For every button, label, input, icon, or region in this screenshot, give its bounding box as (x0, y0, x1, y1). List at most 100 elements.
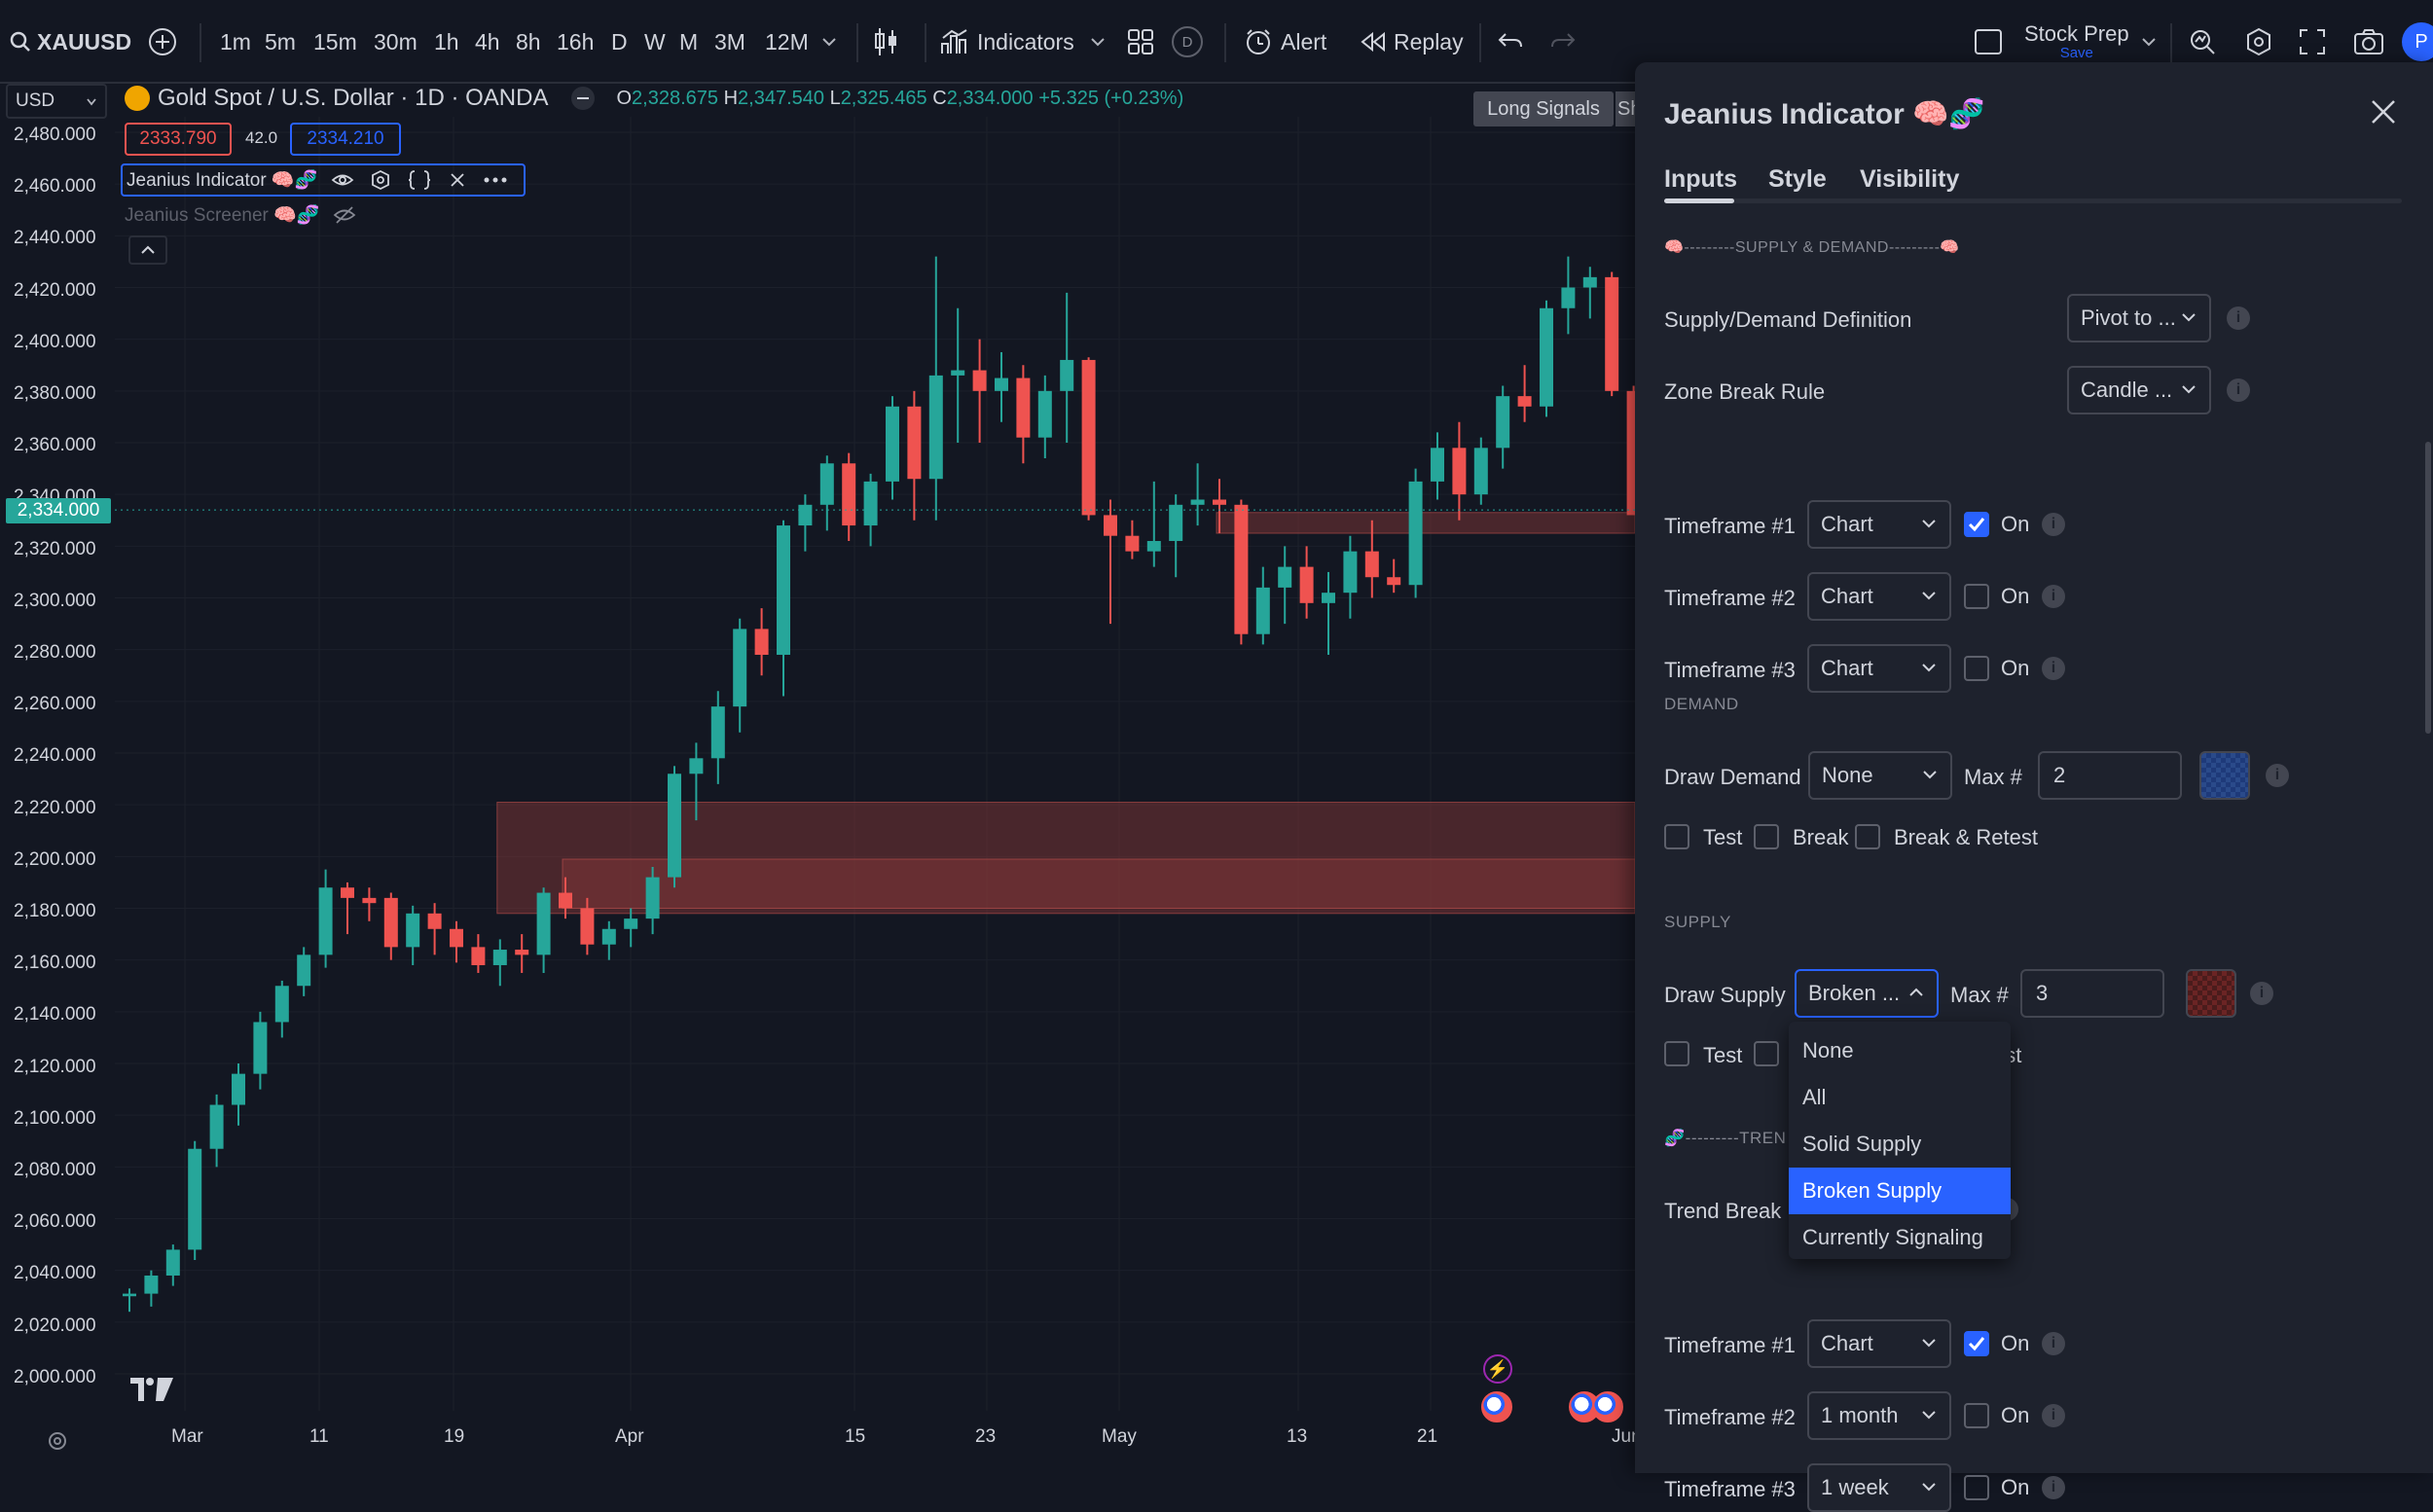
draw-demand-select[interactable]: None (1808, 751, 1952, 800)
sd-definition-select[interactable]: Pivot to ... (2067, 294, 2211, 342)
demand-break-checkbox[interactable] (1754, 824, 1779, 849)
layout-name-button[interactable]: Stock Prep Save (2024, 0, 2129, 84)
redo-button[interactable] (1549, 0, 1577, 84)
indicators-button[interactable]: Indicators (940, 0, 1074, 84)
timeframe-on-checkbox[interactable] (1964, 1331, 1989, 1356)
timeframe-on-checkbox[interactable] (1964, 656, 1989, 681)
tradingview-logo[interactable] (128, 1374, 175, 1412)
zone-break-select[interactable]: Candle ... (2067, 366, 2211, 414)
supply-zone[interactable] (496, 802, 1635, 915)
info-icon[interactable]: i (2042, 1476, 2065, 1499)
gear-icon[interactable] (370, 169, 391, 191)
timeframe-select[interactable]: 1 week (1807, 1463, 1951, 1512)
info-icon[interactable]: i (2042, 1332, 2065, 1355)
us-flag-event-icon[interactable] (1592, 1391, 1623, 1422)
timeframe-select[interactable]: Chart (1807, 1319, 1951, 1368)
replay-button[interactable]: Replay (1359, 0, 1464, 84)
layout-menu-button[interactable] (2141, 0, 2157, 84)
interval-16h[interactable]: 16h (557, 28, 595, 54)
layout-badge[interactable]: D (1172, 0, 1203, 84)
interval-more-button[interactable] (821, 0, 837, 84)
lightning-event-icon[interactable]: ⚡ (1483, 1354, 1512, 1384)
compare-symbol-button[interactable] (148, 0, 177, 84)
timeframe-on-checkbox[interactable] (1964, 584, 1989, 609)
symbol-search[interactable]: XAUUSD (10, 0, 131, 84)
us-flag-event-icon[interactable] (1481, 1391, 1512, 1422)
timeframe-select[interactable]: Chart (1807, 644, 1951, 693)
info-icon[interactable]: i (2042, 1404, 2065, 1427)
long-signals-button[interactable]: Long Signals (1473, 91, 1614, 126)
demand-max-input[interactable]: 2 (2038, 751, 2182, 800)
supply-max-input[interactable]: 3 (2020, 969, 2164, 1018)
info-icon[interactable]: i (2042, 657, 2065, 680)
minus-icon[interactable] (571, 87, 596, 110)
collapse-legend-button[interactable] (128, 235, 167, 265)
interval-30m[interactable]: 30m (374, 28, 418, 54)
draw-supply-select[interactable]: Broken ... (1795, 969, 1939, 1018)
tab-style[interactable]: Style (1768, 165, 1827, 193)
source-code-icon[interactable] (407, 169, 432, 191)
indicator-legend-screener[interactable]: Jeanius Screener 🧠🧬 (125, 200, 356, 230)
interval-3m[interactable]: 3M (714, 28, 745, 54)
interval-w[interactable]: W (644, 28, 666, 54)
supply-break-checkbox[interactable] (1754, 1041, 1779, 1066)
supply-zone[interactable] (1216, 512, 1635, 534)
more-icon[interactable] (483, 176, 508, 184)
dropdown-option[interactable]: All (1802, 1085, 1827, 1109)
undo-button[interactable] (1497, 0, 1524, 84)
info-icon[interactable]: i (2250, 982, 2273, 1005)
indicator-legend-jeanius[interactable]: Jeanius Indicator 🧠🧬 (121, 163, 526, 197)
info-icon[interactable]: i (2227, 378, 2250, 402)
chart-type-button[interactable] (874, 0, 899, 84)
timeframe-on-checkbox[interactable] (1964, 512, 1989, 537)
alert-button[interactable]: Alert (1244, 0, 1326, 84)
demand-test-checkbox[interactable] (1664, 824, 1689, 849)
demand-break-retest-checkbox[interactable] (1855, 824, 1880, 849)
chart-area[interactable] (0, 84, 1635, 1473)
eye-off-icon[interactable] (333, 205, 356, 225)
info-icon[interactable]: i (2227, 306, 2250, 330)
tab-visibility[interactable]: Visibility (1860, 165, 1960, 193)
short-signals-button[interactable]: Sh (1616, 91, 1635, 126)
interval-15m[interactable]: 15m (313, 28, 357, 54)
indicators-templates-button[interactable] (1090, 0, 1106, 84)
info-icon[interactable]: i (2042, 513, 2065, 536)
interval-m[interactable]: M (679, 28, 699, 54)
symbol-title[interactable]: Gold Spot / U.S. Dollar · 1D · OANDA (158, 85, 549, 111)
interval-4h[interactable]: 4h (475, 28, 500, 54)
timeframe-select[interactable]: Chart (1807, 500, 1951, 549)
tab-inputs[interactable]: Inputs (1664, 165, 1737, 193)
interval-d[interactable]: D (611, 28, 628, 54)
buy-button[interactable]: 2334.210 (290, 123, 401, 156)
chart-settings-button[interactable] (47, 1430, 68, 1457)
close-icon[interactable] (448, 170, 467, 190)
snapshot-button[interactable] (2353, 0, 2384, 84)
timeframe-select[interactable]: 1 month (1807, 1391, 1951, 1440)
layout-grid-button[interactable] (1127, 0, 1154, 84)
interval-5m[interactable]: 5m (265, 28, 296, 54)
fullscreen-button[interactable] (2299, 0, 2326, 84)
sell-button[interactable]: 2333.790 (125, 123, 232, 156)
layout-checkbox[interactable] (1974, 0, 2003, 84)
interval-12m[interactable]: 12M (765, 28, 809, 54)
panel-scrollbar[interactable] (2425, 442, 2431, 734)
interval-1m[interactable]: 1m (220, 28, 251, 54)
info-icon[interactable]: i (2042, 585, 2065, 608)
dropdown-option[interactable]: Solid Supply (1802, 1132, 1922, 1156)
eye-icon[interactable] (331, 171, 354, 189)
interval-8h[interactable]: 8h (516, 28, 541, 54)
interval-1h[interactable]: 1h (434, 28, 459, 54)
close-panel-button[interactable] (2369, 97, 2398, 131)
supply-test-checkbox[interactable] (1664, 1041, 1689, 1066)
timeframe-select[interactable]: Chart (1807, 572, 1951, 621)
price-chart[interactable] (0, 0, 1635, 1473)
dropdown-option[interactable]: None (1802, 1038, 1854, 1062)
profile-button[interactable]: P (2402, 0, 2433, 84)
supply-color-swatch[interactable] (2186, 969, 2236, 1018)
quick-search-button[interactable] (2188, 0, 2217, 84)
info-icon[interactable]: i (2266, 764, 2289, 787)
timeframe-on-checkbox[interactable] (1964, 1403, 1989, 1428)
demand-color-swatch[interactable] (2199, 751, 2250, 800)
dropdown-option[interactable]: Currently Signaling (1802, 1225, 1983, 1249)
timeframe-on-checkbox[interactable] (1964, 1475, 1989, 1500)
